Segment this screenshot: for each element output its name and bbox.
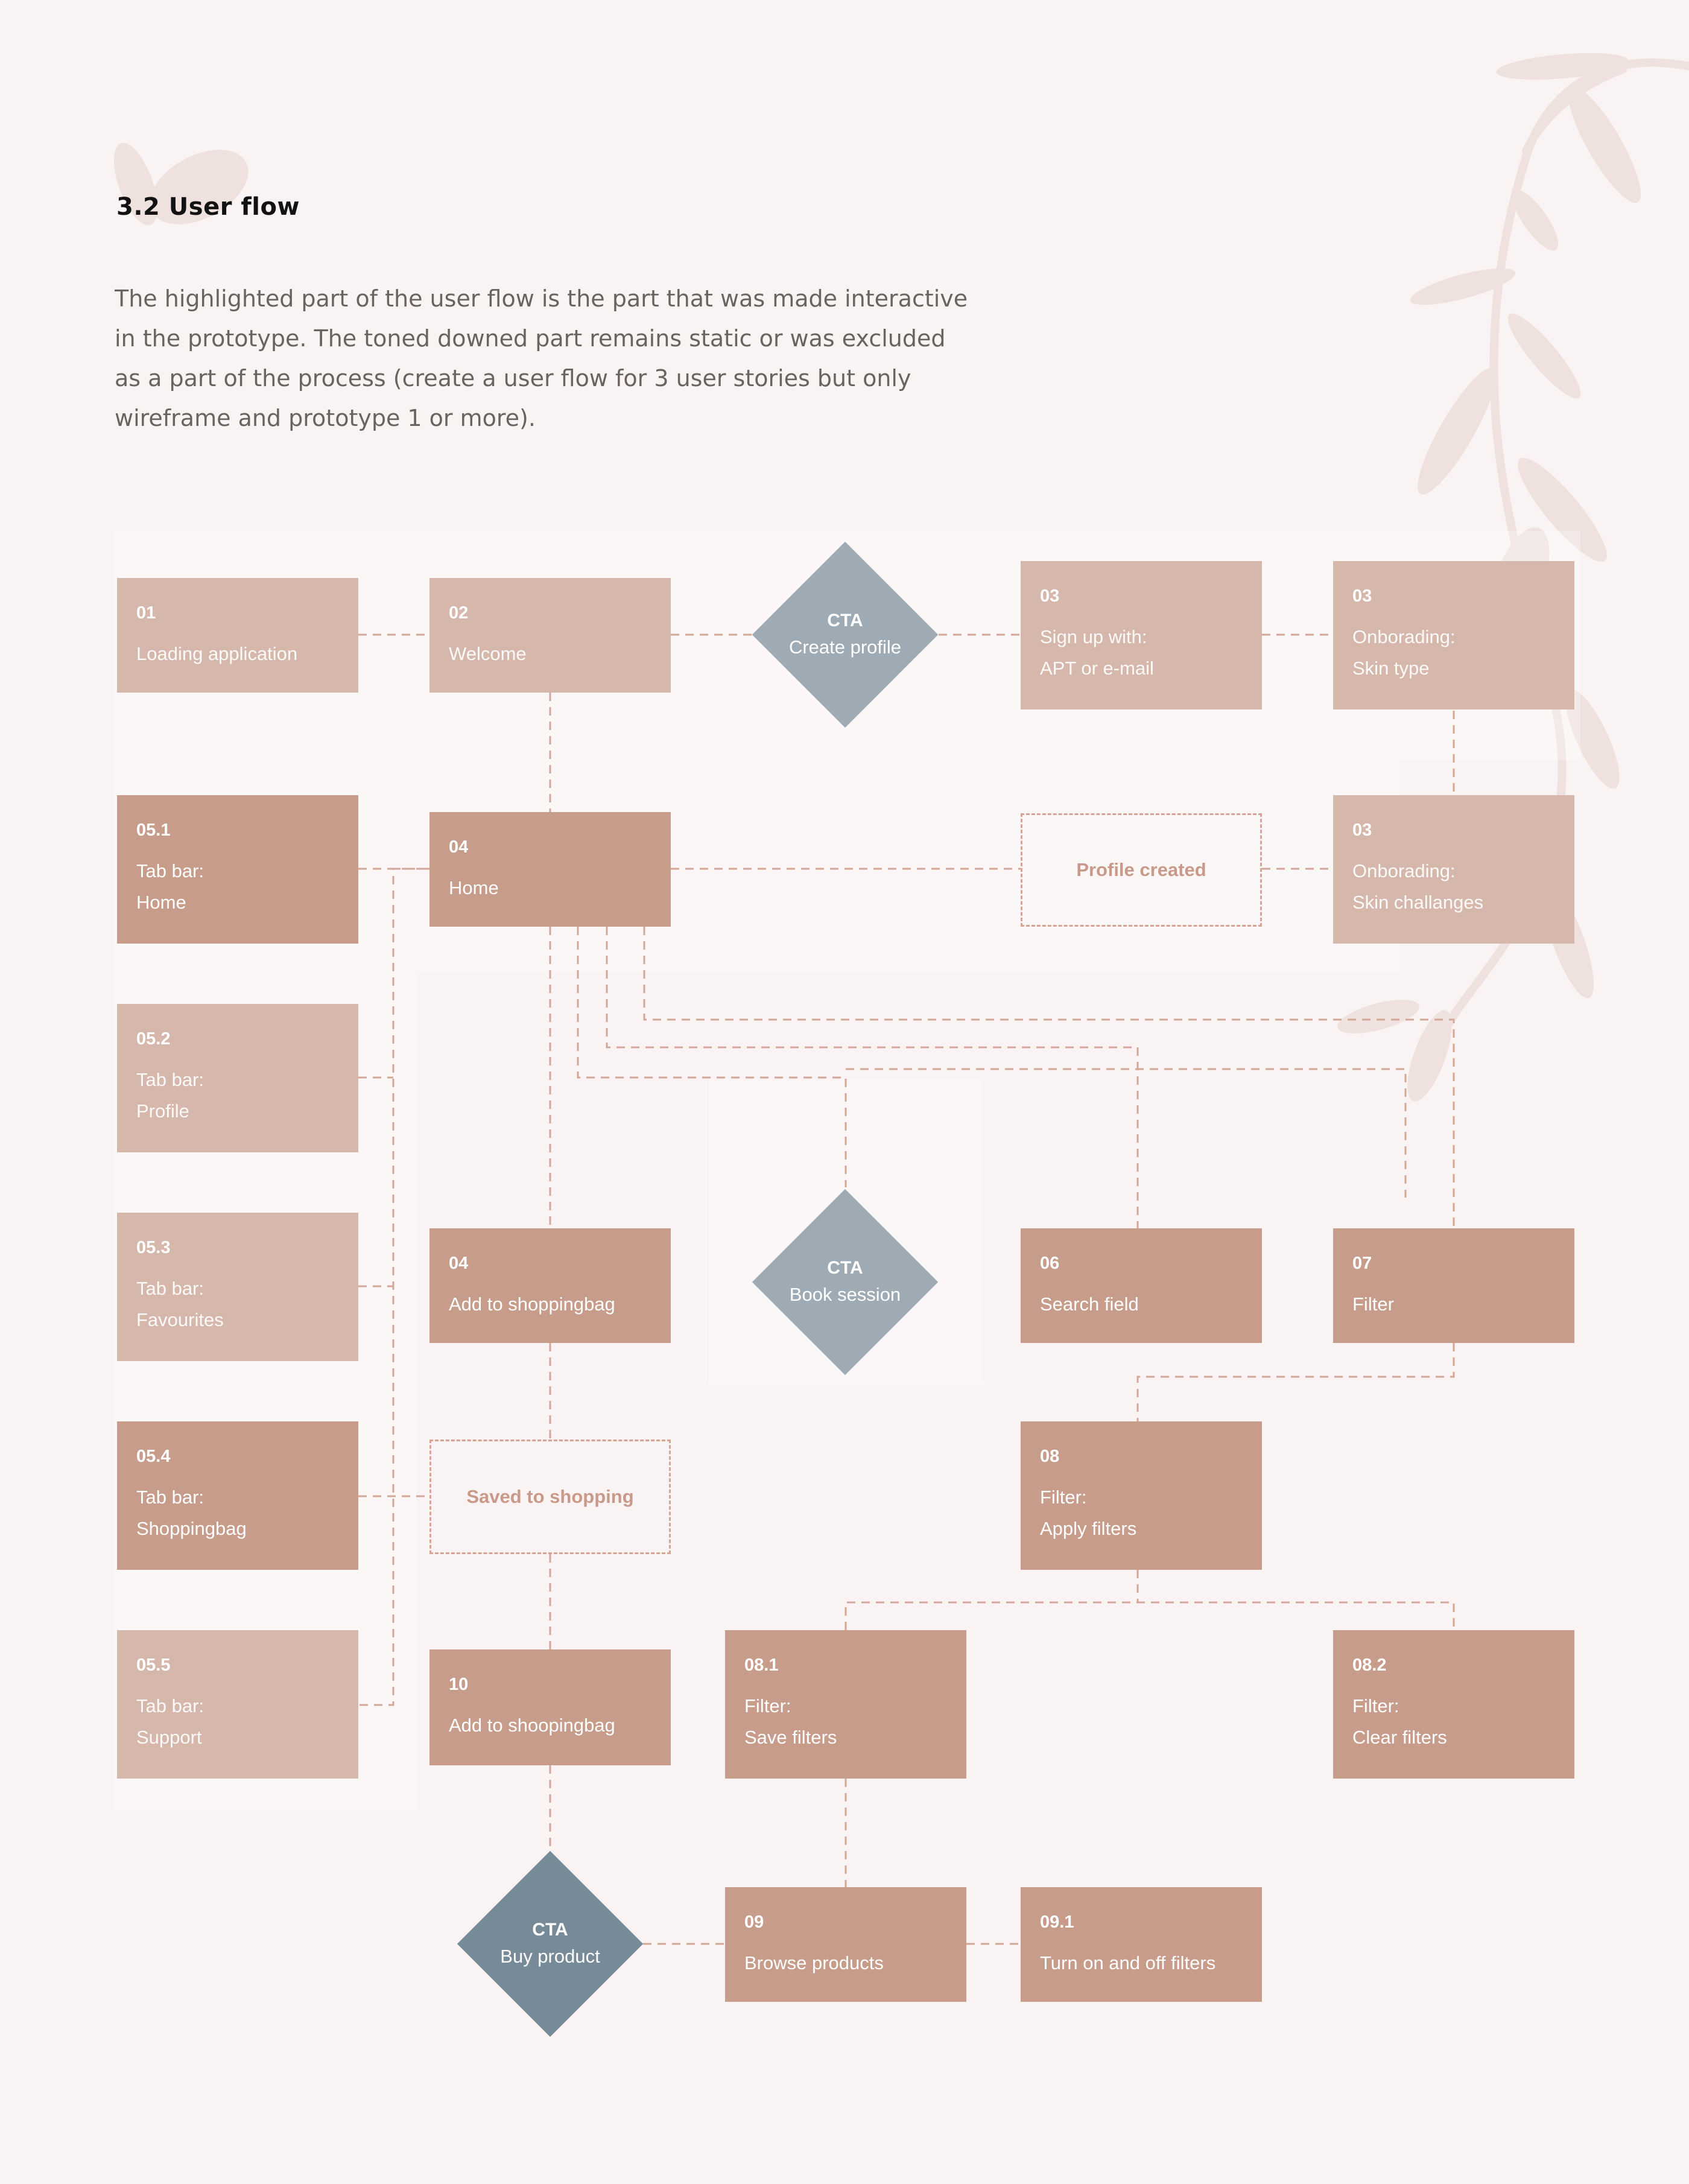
- step-label: Tab bar: Home: [136, 860, 204, 913]
- step-loading-application: 01 Loading application: [117, 578, 358, 693]
- step-label: Welcome: [449, 643, 527, 664]
- decision-type: CTA: [532, 1920, 568, 1940]
- step-number: 02: [449, 603, 469, 623]
- step-label: Filter: Apply filters: [1040, 1487, 1137, 1539]
- step-label: Sign up with: APT or e-mail: [1040, 626, 1154, 679]
- step-welcome: 02 Welcome: [429, 578, 671, 693]
- page-title: 3.2 User flow: [116, 193, 300, 221]
- step-label: Browse products: [744, 1952, 884, 1973]
- step-tab-bar-home: 05.1 Tab bar: Home: [117, 795, 358, 944]
- step-browse-products: 09 Browse products: [725, 1887, 966, 2002]
- step-label: Home: [449, 877, 499, 898]
- step-label: Turn on and off filters: [1040, 1952, 1216, 1973]
- step-apply-filters: 08 Filter: Apply filters: [1021, 1421, 1262, 1570]
- step-label: Tab bar: Support: [136, 1695, 204, 1748]
- step-label: Filter: Clear filters: [1352, 1695, 1447, 1748]
- step-number: 06: [1040, 1254, 1060, 1273]
- connector: [577, 927, 847, 1187]
- step-label: Search field: [1040, 1294, 1139, 1315]
- decision-book-session: CTA Book session: [752, 1189, 939, 1376]
- state-saved-to-shopping: Saved to shopping: [429, 1440, 671, 1554]
- step-onboarding-skin-type: 03 Onborading: Skin type: [1333, 561, 1574, 709]
- step-number: 05.5: [136, 1655, 171, 1675]
- connector: [358, 868, 429, 1706]
- step-label: Add to shoppingbag: [449, 1294, 615, 1315]
- connector: [1136, 1343, 1455, 1421]
- step-number: 05.1: [136, 821, 171, 840]
- step-tab-bar-shoppingbag: 05.4 Tab bar: Shoppingbag: [117, 1421, 358, 1570]
- step-clear-filters: 08.2 Filter: Clear filters: [1333, 1630, 1574, 1779]
- step-number: 05.2: [136, 1029, 171, 1049]
- step-number: 10: [449, 1675, 469, 1694]
- step-number: 09: [744, 1913, 764, 1932]
- step-label: Onborading: Skin challanges: [1352, 860, 1484, 913]
- step-label: Filter: Save filters: [744, 1695, 837, 1748]
- decision-type: CTA: [827, 611, 863, 630]
- decision-label: Book session: [789, 1284, 901, 1305]
- connector: [846, 1068, 1407, 1198]
- step-label: Tab bar: Favourites: [136, 1278, 224, 1330]
- step-search-field: 06 Search field: [1021, 1228, 1262, 1343]
- step-number: 03: [1352, 586, 1372, 606]
- step-tab-bar-favourites: 05.3 Tab bar: Favourites: [117, 1213, 358, 1361]
- step-onboarding-skin-challenges: 03 Onborading: Skin challanges: [1333, 795, 1574, 944]
- step-label: Tab bar: Shoppingbag: [136, 1487, 247, 1539]
- step-number: 08.1: [744, 1655, 779, 1675]
- step-filter: 07 Filter: [1333, 1228, 1574, 1343]
- step-label: Add to shoopingbag: [449, 1715, 615, 1736]
- connector: [643, 927, 1455, 1228]
- decision-label: Create profile: [788, 636, 902, 658]
- step-add-to-shoopingbag: 10 Add to shoopingbag: [429, 1649, 671, 1765]
- step-sign-up: 03 Sign up with: APT or e-mail: [1021, 561, 1262, 709]
- step-number: 05.3: [136, 1238, 171, 1257]
- step-home: 04 Home: [429, 812, 671, 927]
- step-label: Tab bar: Profile: [136, 1069, 204, 1122]
- connector: [606, 927, 1139, 1228]
- decision-type: CTA: [827, 1258, 863, 1278]
- step-label: Loading application: [136, 643, 298, 664]
- step-number: 04: [449, 837, 469, 857]
- state-profile-created: Profile created: [1021, 813, 1262, 927]
- step-label: Filter: [1352, 1294, 1394, 1315]
- step-add-to-shoppingbag: 04 Add to shoppingbag: [429, 1228, 671, 1343]
- step-number: 03: [1352, 821, 1372, 840]
- intro-paragraph: The highlighted part of the user flow is…: [115, 285, 968, 431]
- step-save-filters: 08.1 Filter: Save filters: [725, 1630, 966, 1779]
- step-number: 05.4: [136, 1447, 171, 1466]
- decision-label: Buy product: [500, 1946, 600, 1967]
- step-number: 07: [1352, 1254, 1372, 1273]
- step-number: 09.1: [1040, 1913, 1074, 1932]
- step-tab-bar-profile: 05.2 Tab bar: Profile: [117, 1004, 358, 1152]
- step-number: 03: [1040, 586, 1060, 606]
- decision-create-profile: CTA Create profile: [752, 541, 939, 728]
- step-number: 01: [136, 603, 156, 623]
- connector: [844, 1601, 1455, 1630]
- step-number: 08: [1040, 1447, 1060, 1466]
- decision-buy-product: CTA Buy product: [457, 1850, 644, 2037]
- step-label: Onborading: Skin type: [1352, 626, 1456, 679]
- step-number: 04: [449, 1254, 469, 1273]
- step-number: 08.2: [1352, 1655, 1387, 1675]
- step-tab-bar-support: 05.5 Tab bar: Support: [117, 1630, 358, 1779]
- step-toggle-filters: 09.1 Turn on and off filters: [1021, 1887, 1262, 2002]
